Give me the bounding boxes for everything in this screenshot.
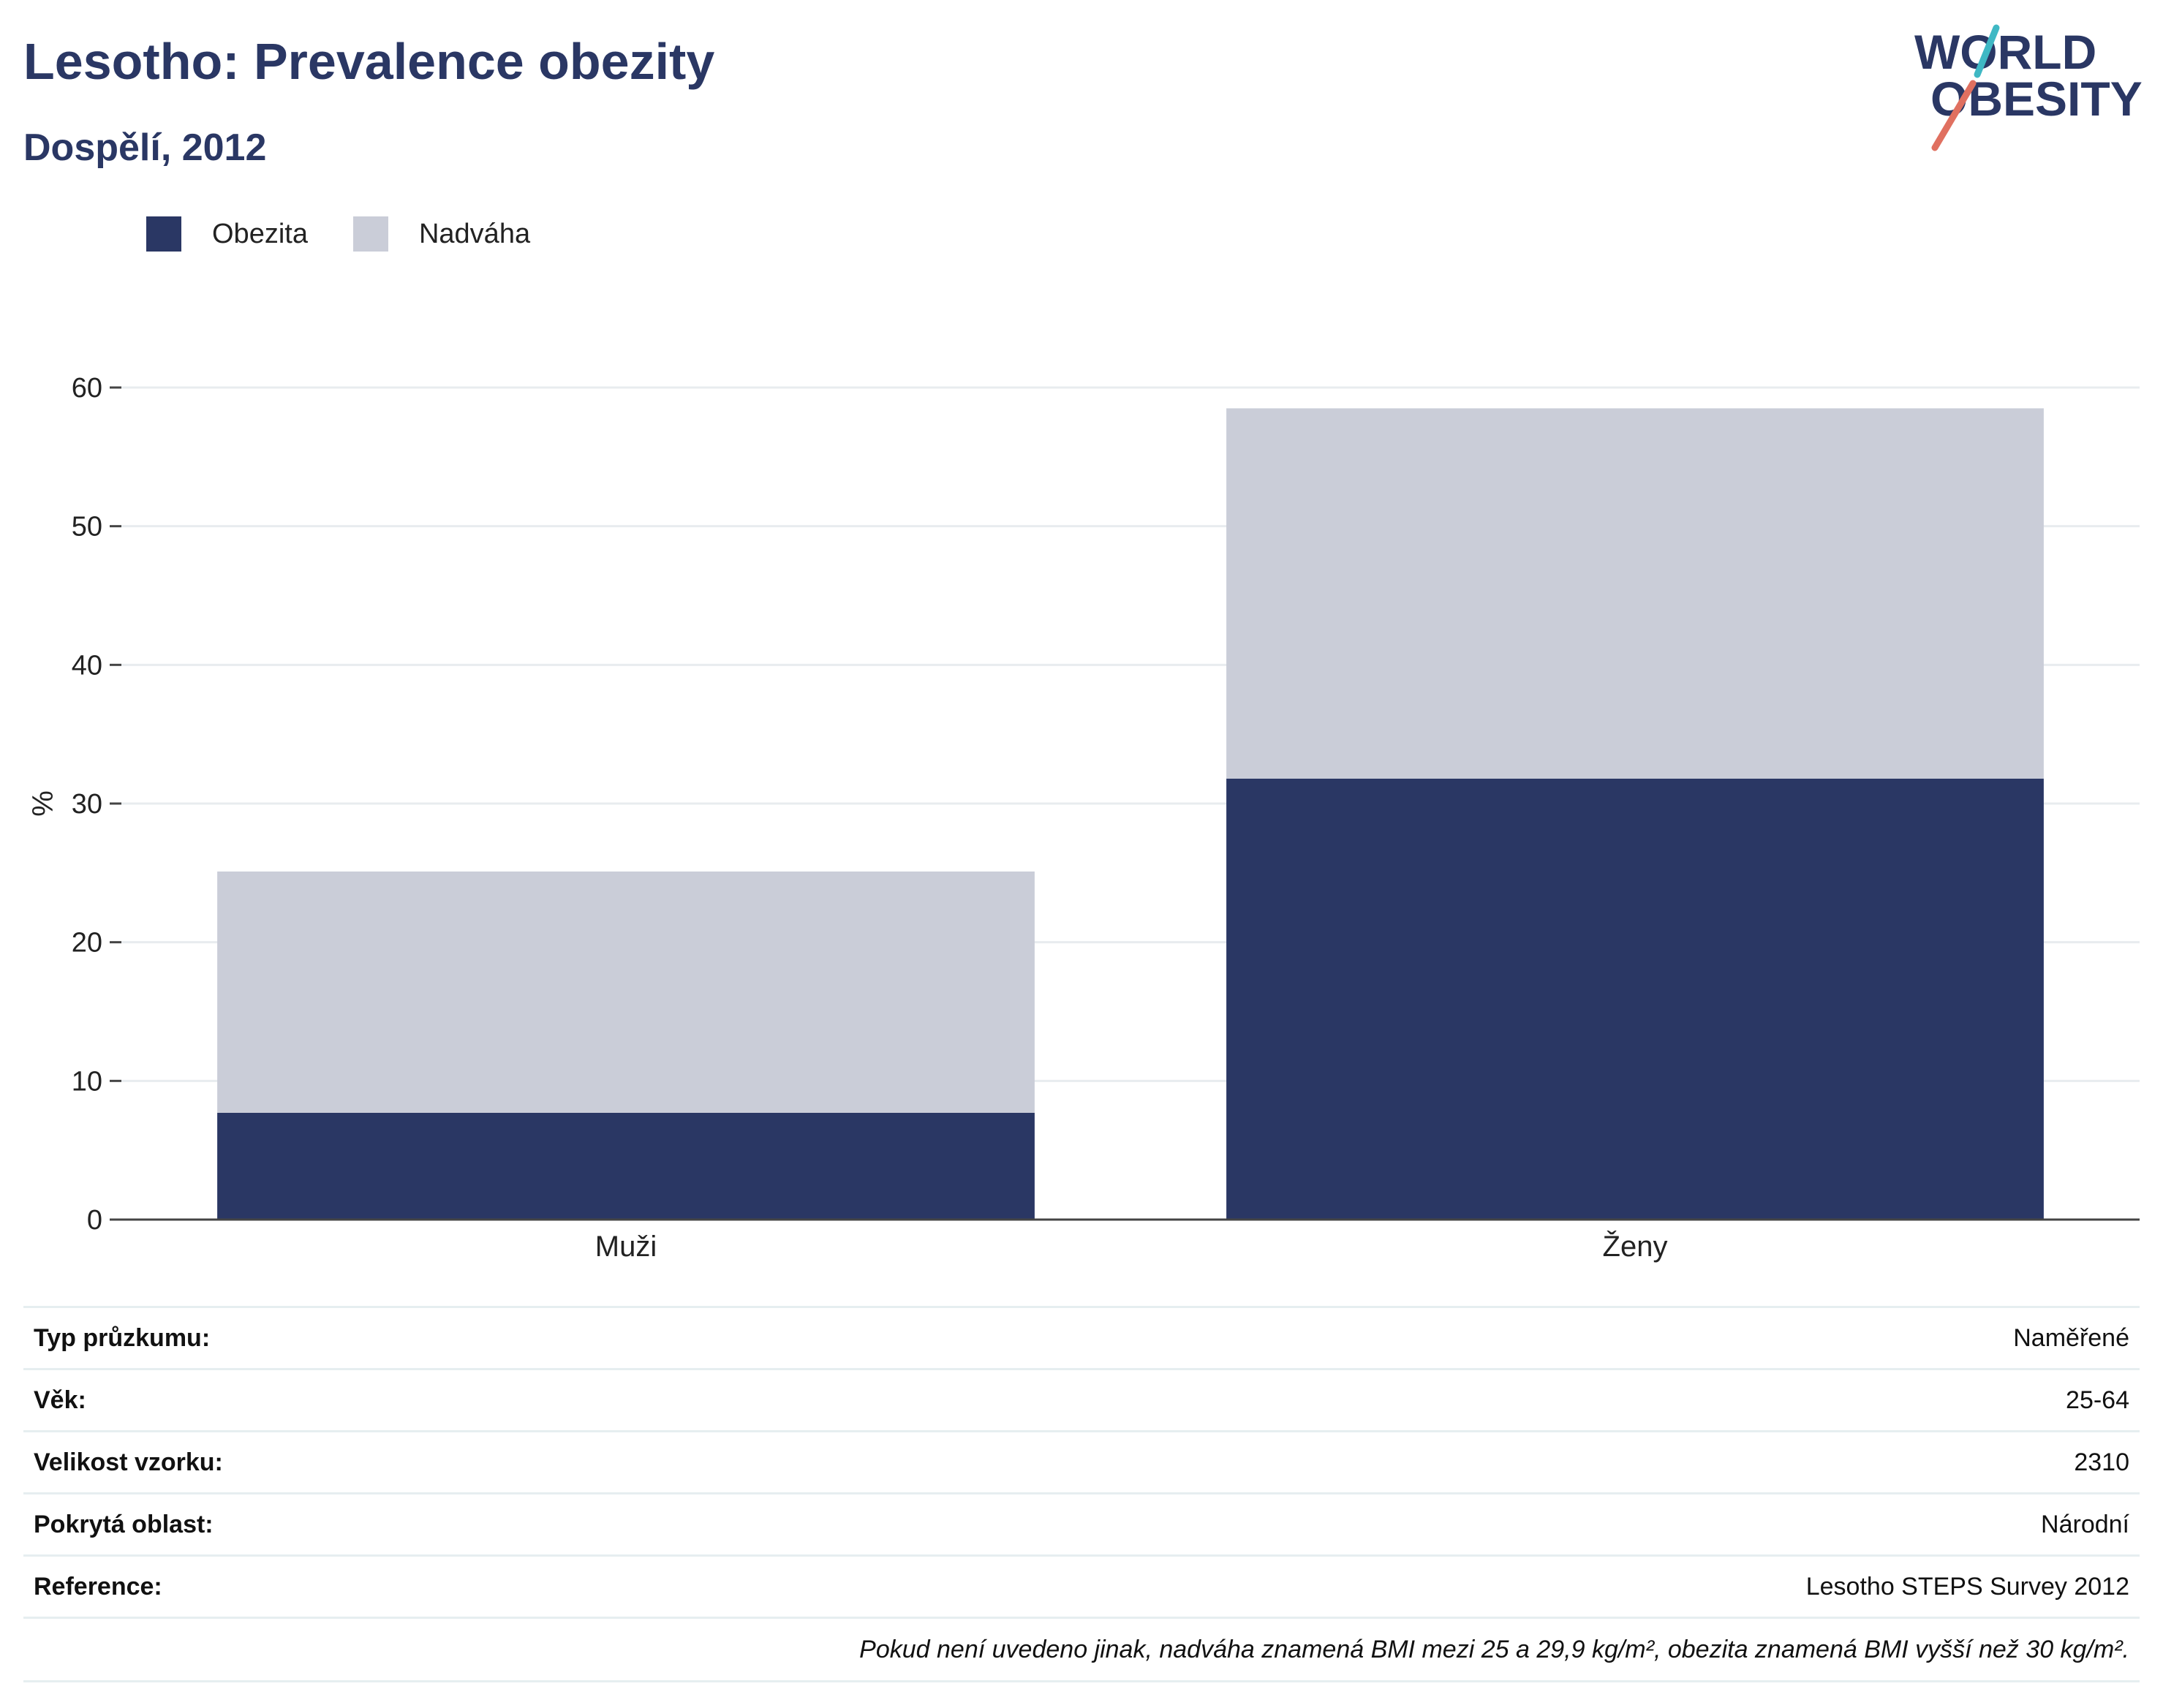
y-tick-label: 60	[72, 373, 102, 404]
chart-legend: Obezita Nadváha	[146, 216, 575, 252]
info-key: Věk:	[23, 1368, 826, 1432]
bar-obezita-1	[1226, 778, 2044, 1220]
chart-title: Lesotho: Prevalence obezity	[23, 33, 715, 90]
y-tick-label: 20	[72, 928, 102, 959]
info-value: Naměřené	[825, 1306, 2140, 1369]
info-key: Typ průzkumu:	[23, 1306, 826, 1369]
logo-slash-bottom	[1931, 80, 1977, 151]
info-key: Reference:	[23, 1554, 826, 1618]
info-value: 25-64	[825, 1368, 2140, 1432]
legend-item-nadvaha[interactable]: Nadváha	[352, 216, 531, 252]
info-row-area: Pokrytá oblast: Národní	[23, 1492, 2140, 1556]
info-key: Pokrytá oblast:	[23, 1492, 826, 1556]
info-value: 2310	[825, 1430, 2140, 1494]
y-tick-label: 50	[72, 512, 102, 543]
bar-obezita-0	[217, 1112, 1035, 1220]
world-obesity-logo: WORLD OBESITY	[1914, 24, 2143, 151]
info-key: Velikost vzorku:	[23, 1430, 826, 1494]
info-row-reference: Reference: Lesotho STEPS Survey 2012	[23, 1554, 2140, 1618]
bar-nadv-ha-1	[1226, 408, 2044, 779]
info-row-sample-size: Velikost vzorku: 2310	[23, 1430, 2140, 1494]
y-tick-label: 0	[87, 1205, 102, 1236]
chart-subtitle: Dospělí, 2012	[23, 126, 267, 169]
logo-slash-top	[1974, 24, 2000, 78]
info-row-survey-type: Typ průzkumu: Naměřené	[23, 1306, 2140, 1369]
legend-label-obezita: Obezita	[212, 218, 308, 249]
y-tick-label: 10	[72, 1066, 102, 1097]
info-value: Lesotho STEPS Survey 2012	[825, 1554, 2140, 1618]
bmi-definition-note: Pokud není uvedeno jinak, nadváha znamen…	[23, 1617, 2140, 1682]
y-tick-label: 30	[72, 789, 102, 820]
info-value: Národní	[825, 1492, 2140, 1556]
info-row-age: Věk: 25-64	[23, 1368, 2140, 1432]
y-axis-label: %	[27, 790, 59, 817]
y-tick-label: 40	[72, 650, 102, 681]
bar-nadv-ha-0	[217, 871, 1035, 1113]
logo-text-world: WORLD	[1914, 25, 2096, 79]
info-row-note: Pokud není uvedeno jinak, nadváha znamen…	[23, 1617, 2140, 1682]
legend-swatch-nadvaha	[352, 216, 388, 252]
legend-label-nadvaha: Nadváha	[418, 218, 531, 249]
x-tick-label: Muži	[595, 1231, 657, 1263]
legend-item-obezita[interactable]: Obezita	[146, 216, 308, 252]
x-tick-label: Ženy	[1603, 1230, 1668, 1263]
survey-info-table: Typ průzkumu: Naměřené Věk: 25-64 Veliko…	[23, 1306, 2140, 1682]
legend-swatch-obezita	[146, 216, 181, 252]
bar-chart: 0 10 20 30 40 50 60% Muži Ženy	[27, 373, 2140, 1263]
